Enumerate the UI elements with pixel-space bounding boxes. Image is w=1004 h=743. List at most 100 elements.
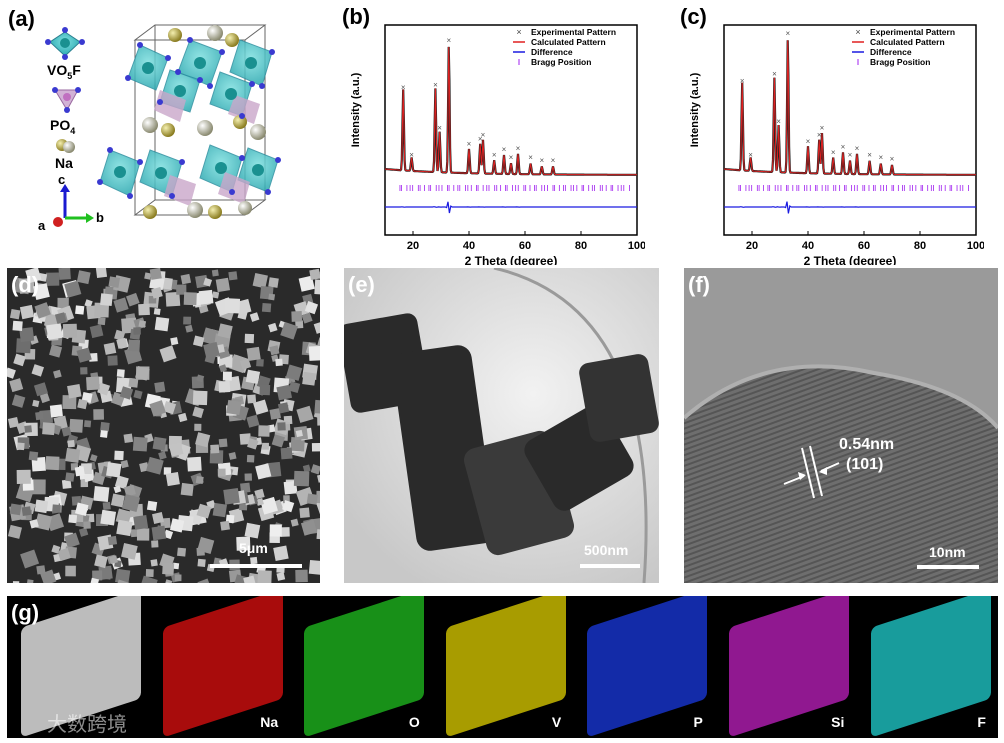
- particle: [273, 545, 289, 562]
- particle: [130, 529, 139, 538]
- particle: [180, 482, 194, 497]
- particle: [113, 297, 129, 313]
- particle: [222, 371, 232, 381]
- particle: [243, 575, 257, 583]
- experimental-point: ×: [516, 144, 521, 153]
- experimental-point: ×: [437, 124, 442, 133]
- particle: [224, 298, 241, 314]
- eds-map-strip: Na O V P Si F (g) 大数跨境: [7, 596, 998, 738]
- experimental-point: ×: [817, 130, 822, 139]
- particle: [306, 493, 318, 505]
- experimental-point: ×: [878, 153, 883, 162]
- particle: [20, 549, 40, 569]
- particle: [151, 512, 164, 524]
- experimental-point: ×: [786, 29, 791, 38]
- axis-a-label: a: [38, 218, 46, 233]
- particle: [277, 402, 290, 414]
- particle: [76, 270, 91, 285]
- particle: [121, 542, 138, 560]
- particle: [192, 406, 204, 419]
- particle: [172, 562, 180, 570]
- particle: [93, 409, 104, 420]
- experimental-point: ×: [772, 70, 777, 79]
- particle: [49, 344, 63, 358]
- particle: [309, 268, 320, 281]
- particle: [150, 559, 158, 567]
- xrd-chart-b: 20 40 60 80 100 2 Theta (degree) Intensity (a.…: [350, 24, 645, 265]
- particle: [218, 380, 231, 393]
- particle: [295, 429, 303, 438]
- particle: [139, 575, 158, 583]
- particle: [34, 499, 49, 514]
- plane-index-label: (101): [846, 456, 884, 473]
- particle: [183, 292, 197, 306]
- particle: [275, 358, 283, 367]
- particle: [255, 463, 272, 480]
- particle: [228, 271, 238, 281]
- particle: [269, 524, 282, 537]
- particle: [197, 536, 215, 554]
- particle: [12, 320, 23, 332]
- experimental-point: ×: [539, 156, 544, 165]
- axis-c-label: c: [58, 172, 66, 187]
- particle: [95, 268, 108, 278]
- particle: [228, 452, 237, 460]
- x-tick-label: 100: [967, 240, 984, 252]
- particle: [133, 327, 141, 335]
- experimental-point: ×: [867, 151, 872, 160]
- particle: [151, 540, 159, 548]
- particle: [194, 423, 202, 431]
- eds-element-label: V: [551, 714, 562, 730]
- particle: [16, 338, 32, 354]
- particle: [133, 389, 143, 400]
- particle: [313, 321, 320, 334]
- particle: [262, 442, 269, 450]
- particle: [62, 323, 78, 338]
- particle: [89, 324, 104, 339]
- scale-bar-label-d: 5μm: [239, 540, 268, 556]
- particle: [57, 297, 69, 310]
- particle: [106, 462, 122, 478]
- scale-bar-d: [210, 564, 302, 568]
- particle: [301, 312, 313, 324]
- particle: [165, 471, 180, 487]
- particle: [34, 513, 52, 531]
- particle: [7, 524, 22, 539]
- crystal-lattice: [684, 366, 998, 583]
- particle: [291, 311, 303, 322]
- particle: [283, 495, 290, 502]
- particle: [298, 275, 315, 292]
- particle: [135, 365, 150, 381]
- x-tick-label: 60: [519, 240, 531, 252]
- particle: [244, 473, 253, 481]
- particle: [25, 268, 42, 284]
- particle: [244, 333, 255, 344]
- hrtem-image: (f) 0.54nm (101) 10nm: [684, 268, 998, 583]
- particle: [296, 405, 314, 423]
- eds-element-label: Na: [260, 714, 279, 730]
- particle: [114, 475, 129, 490]
- particle: [39, 392, 50, 404]
- particle: [174, 574, 182, 582]
- particle: [32, 399, 40, 408]
- experimental-point: ×: [433, 80, 438, 89]
- particle: [42, 422, 56, 436]
- particle: [239, 358, 252, 370]
- particle: [234, 574, 247, 583]
- particle: [52, 504, 61, 513]
- particle: [125, 292, 140, 307]
- experimental-point: ×: [806, 137, 811, 146]
- eds-map-tile: [7, 596, 147, 738]
- particle: [317, 473, 320, 483]
- particle: [162, 401, 177, 415]
- particle: [192, 335, 205, 347]
- particle: [102, 501, 111, 511]
- particle: [28, 451, 39, 461]
- panel-label-d: (d): [11, 272, 40, 297]
- particle: [77, 398, 88, 410]
- particle: [144, 272, 152, 280]
- experimental-point: ×: [492, 151, 497, 160]
- particle: [217, 323, 233, 339]
- legend-vo5f-label: VO5F: [47, 62, 81, 81]
- particle: [254, 488, 265, 500]
